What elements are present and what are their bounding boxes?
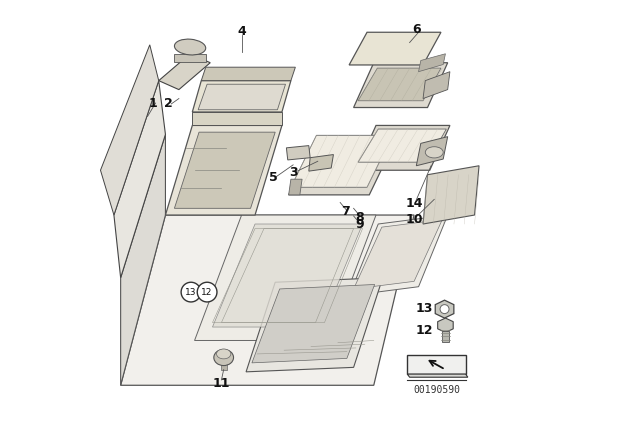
Ellipse shape bbox=[426, 147, 444, 158]
Text: 10: 10 bbox=[405, 213, 423, 226]
Polygon shape bbox=[435, 300, 454, 318]
Polygon shape bbox=[408, 374, 468, 377]
Text: 12: 12 bbox=[202, 288, 212, 297]
Ellipse shape bbox=[216, 349, 231, 359]
Polygon shape bbox=[349, 215, 448, 296]
Polygon shape bbox=[309, 155, 333, 171]
Polygon shape bbox=[358, 129, 446, 162]
Polygon shape bbox=[192, 112, 282, 125]
Text: 13: 13 bbox=[185, 288, 196, 297]
Text: 2: 2 bbox=[164, 97, 173, 111]
Text: 9: 9 bbox=[355, 218, 364, 232]
Text: 1: 1 bbox=[149, 96, 157, 110]
Polygon shape bbox=[417, 137, 448, 166]
Text: 3: 3 bbox=[289, 165, 298, 179]
Polygon shape bbox=[246, 278, 383, 372]
Text: 13: 13 bbox=[415, 302, 433, 315]
Polygon shape bbox=[252, 284, 374, 363]
Polygon shape bbox=[353, 220, 442, 289]
Polygon shape bbox=[174, 54, 206, 62]
Text: 5: 5 bbox=[269, 171, 277, 184]
Polygon shape bbox=[356, 125, 450, 170]
Polygon shape bbox=[353, 63, 448, 108]
Circle shape bbox=[197, 282, 217, 302]
Polygon shape bbox=[192, 81, 291, 112]
Text: 00190590: 00190590 bbox=[413, 385, 460, 395]
Text: 11: 11 bbox=[212, 377, 230, 390]
Polygon shape bbox=[121, 215, 414, 385]
Polygon shape bbox=[287, 146, 310, 160]
Polygon shape bbox=[195, 215, 376, 340]
Polygon shape bbox=[358, 68, 441, 101]
Polygon shape bbox=[408, 355, 466, 374]
Polygon shape bbox=[442, 331, 449, 342]
Polygon shape bbox=[438, 318, 453, 332]
Polygon shape bbox=[289, 139, 396, 195]
Text: 14: 14 bbox=[405, 197, 423, 211]
Ellipse shape bbox=[175, 39, 205, 55]
Polygon shape bbox=[198, 84, 285, 110]
Polygon shape bbox=[165, 125, 282, 215]
Text: 4: 4 bbox=[237, 25, 246, 38]
Polygon shape bbox=[114, 81, 165, 278]
Polygon shape bbox=[419, 54, 445, 72]
Circle shape bbox=[181, 282, 201, 302]
Ellipse shape bbox=[214, 349, 234, 366]
Polygon shape bbox=[212, 224, 362, 327]
Polygon shape bbox=[100, 45, 159, 215]
Polygon shape bbox=[423, 166, 479, 224]
Polygon shape bbox=[349, 32, 441, 65]
Circle shape bbox=[440, 305, 449, 314]
Text: 12: 12 bbox=[415, 323, 433, 337]
Polygon shape bbox=[202, 67, 296, 81]
Polygon shape bbox=[291, 135, 392, 187]
Text: 7: 7 bbox=[342, 205, 350, 218]
Text: 8: 8 bbox=[355, 211, 364, 224]
Polygon shape bbox=[289, 179, 302, 195]
Polygon shape bbox=[221, 364, 227, 370]
Text: 6: 6 bbox=[412, 22, 421, 36]
Polygon shape bbox=[159, 54, 210, 90]
Polygon shape bbox=[174, 132, 275, 208]
Polygon shape bbox=[423, 72, 450, 99]
Polygon shape bbox=[121, 134, 165, 385]
